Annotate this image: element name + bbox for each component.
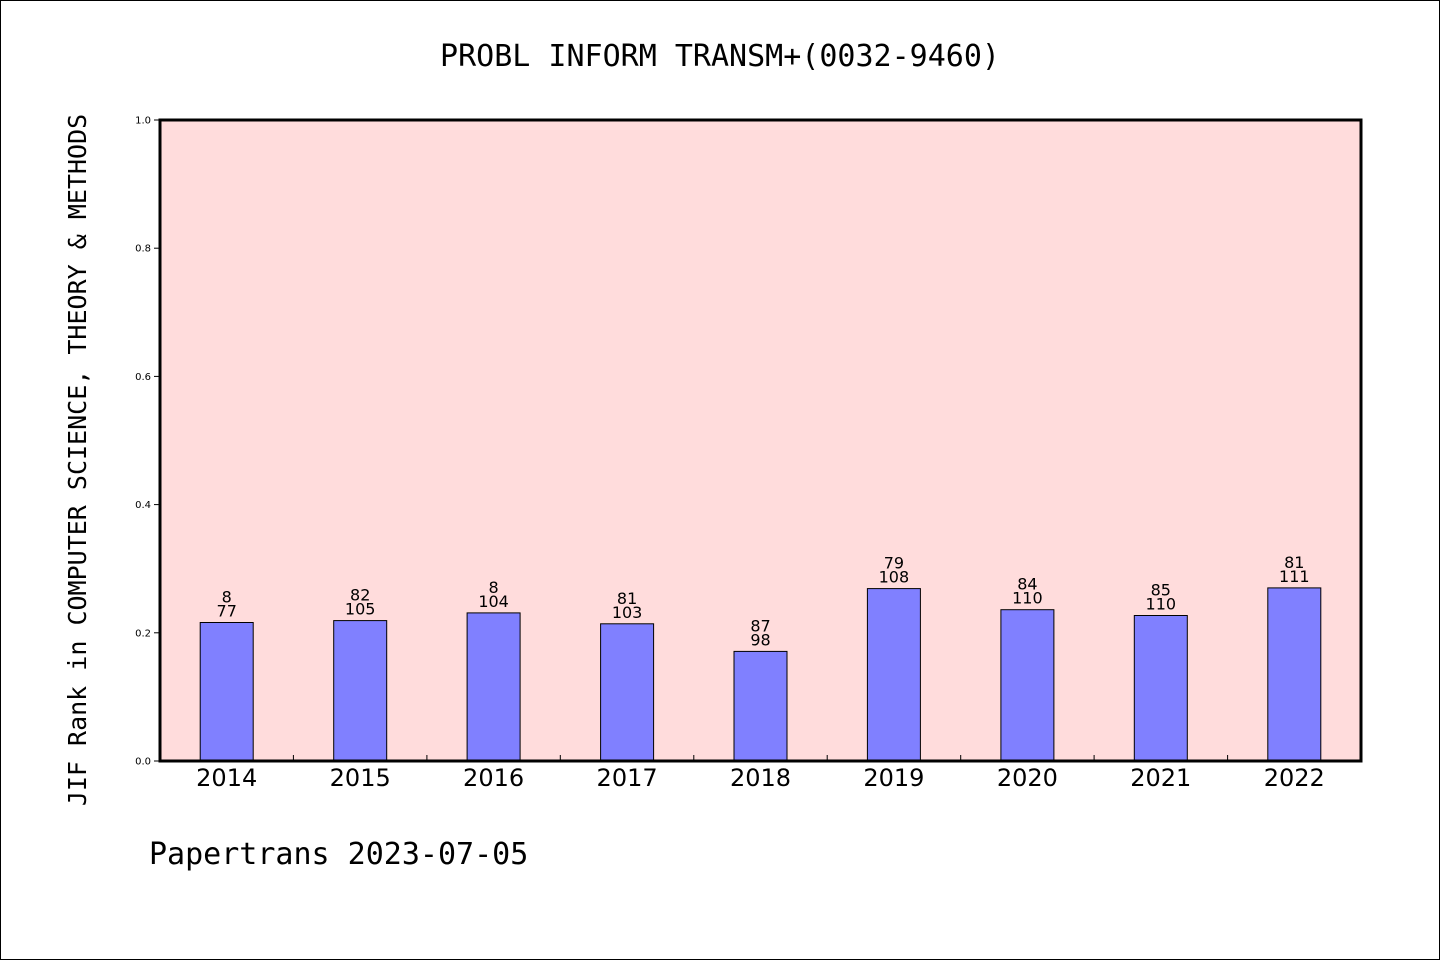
chart-title: PROBL INFORM TRANSM+(0032-9460) — [440, 39, 1000, 74]
bar-label-total-2022: 111 — [1279, 567, 1310, 586]
x-tick-label-2021: 2021 — [1130, 764, 1191, 792]
y-tick-label-0.0: 0.0 — [135, 757, 151, 768]
bar-2020 — [1000, 609, 1055, 762]
x-tick-label-2022: 2022 — [1264, 764, 1325, 792]
bar-2015 — [333, 620, 388, 762]
y-axis-label: JIF Rank in COMPUTER SCIENCE, THEORY & M… — [63, 114, 92, 806]
bar-label-rank-2017: 81 — [617, 589, 637, 608]
bar-label-rank-2022: 81 — [1284, 553, 1304, 572]
bar-2019 — [866, 588, 921, 762]
bars-layer — [199, 587, 1322, 762]
bar-label-rank-2021: 85 — [1151, 581, 1171, 600]
x-tick-label-2017: 2017 — [597, 764, 658, 792]
bar-label-total-2020: 110 — [1012, 589, 1043, 608]
bar-label-rank-2016: 8 — [489, 578, 499, 597]
bar-label-total-2016: 104 — [478, 592, 509, 611]
x-tick-label-2014: 2014 — [196, 764, 257, 792]
y-tick-label-0.2: 0.2 — [135, 628, 151, 639]
x-tick-label-2015: 2015 — [330, 764, 391, 792]
y-tick-label-0.8: 0.8 — [135, 244, 151, 255]
bar-label-total-2015: 105 — [345, 600, 376, 619]
plot-border — [158, 118, 1363, 763]
bar-label-total-2021: 110 — [1146, 595, 1177, 614]
bar-2016 — [466, 612, 521, 762]
x-tick-label-2016: 2016 — [463, 764, 524, 792]
bar-label-total-2017: 103 — [612, 603, 643, 622]
bar-label-rank-2019: 79 — [884, 554, 904, 573]
bar-label-total-2019: 108 — [879, 568, 910, 587]
bar-label-total-2018: 98 — [750, 630, 770, 649]
bar-2018 — [733, 650, 788, 762]
bar-label-rank-2020: 84 — [1017, 575, 1037, 594]
y-axis-ticks: 0.0 0.2 0.4 0.6 0.8 1.0 — [135, 116, 160, 768]
y-tick-label-0.6: 0.6 — [135, 372, 151, 383]
x-tick-label-2018: 2018 — [730, 764, 791, 792]
y-tick-label-0.4: 0.4 — [135, 500, 151, 511]
x-tick-label-2019: 2019 — [863, 764, 924, 792]
footer-date-stamp: Papertrans 2023-07-05 — [149, 837, 528, 872]
y-tick-label-1.0: 1.0 — [135, 116, 151, 127]
bar-label-total-2014: 77 — [217, 602, 237, 621]
bar-2017 — [600, 623, 655, 762]
bar-label-rank-2014: 8 — [222, 588, 232, 607]
x-tick-label-2020: 2020 — [997, 764, 1058, 792]
bar-2022 — [1267, 587, 1322, 762]
bar-2021 — [1133, 615, 1188, 762]
bar-label-rank-2015: 82 — [350, 586, 370, 605]
x-axis-ticks: 2014 2015 2016 2017 2018 2019 2020 2021 2022 — [196, 755, 1325, 792]
bar-label-rank-2018: 87 — [750, 616, 770, 635]
bar-2014 — [199, 622, 254, 762]
